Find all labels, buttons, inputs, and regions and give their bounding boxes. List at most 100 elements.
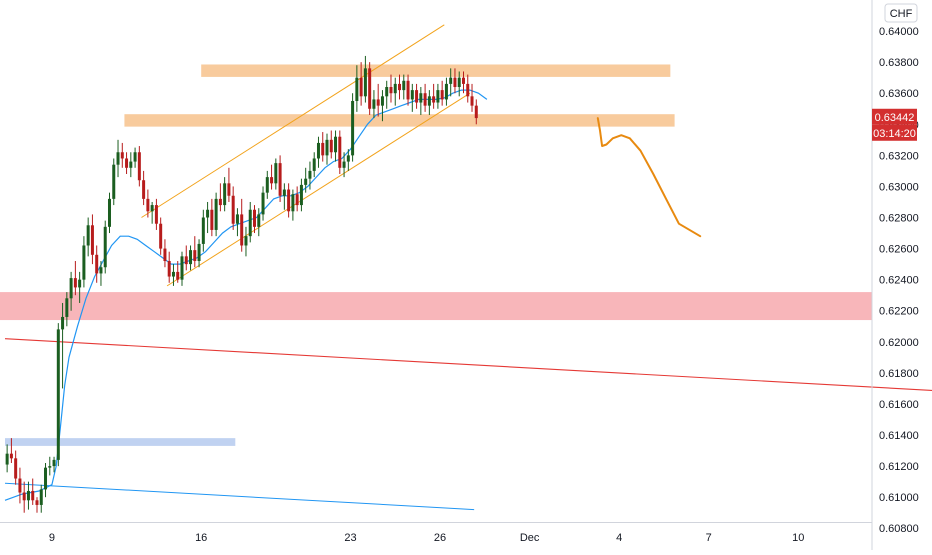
y-tick-label: 0.61800 (879, 368, 919, 380)
candle (69, 271, 73, 311)
candle (39, 484, 43, 513)
candle (470, 83, 474, 112)
candle (380, 90, 384, 122)
candle-body (137, 152, 141, 181)
candle (329, 130, 333, 159)
candle (346, 149, 350, 171)
candle (427, 90, 431, 115)
candle (201, 209, 205, 252)
candle-body (423, 93, 427, 106)
candle-body (189, 250, 193, 265)
y-tick-label: 0.63000 (879, 181, 919, 193)
candle-body (351, 100, 355, 156)
y-tick-label: 0.63600 (879, 88, 919, 100)
candle-body (231, 195, 235, 224)
candle-body (154, 205, 158, 224)
candle-body (380, 96, 384, 106)
candle (146, 189, 150, 218)
candle-body (146, 198, 150, 212)
candle (304, 167, 308, 193)
candle (274, 158, 278, 190)
candle (78, 271, 82, 303)
candle (159, 217, 163, 255)
candle (56, 323, 60, 467)
candle (44, 462, 48, 498)
support-zone[interactable] (0, 292, 872, 321)
candle-body (210, 209, 214, 230)
candle (82, 236, 86, 288)
candle-body (125, 158, 129, 168)
candle-body (244, 236, 248, 246)
candle (449, 68, 453, 97)
candle (338, 130, 342, 175)
candle-body (48, 466, 52, 468)
candle-body (39, 489, 43, 505)
x-tick-label: 10 (792, 532, 804, 544)
y-tick-label: 0.61400 (879, 430, 919, 442)
candle (270, 164, 274, 190)
resistance-zone[interactable] (124, 114, 675, 127)
candle (325, 133, 329, 165)
candle (312, 152, 316, 178)
candle-body (14, 458, 18, 479)
candle (167, 251, 171, 283)
candle-body (342, 161, 346, 168)
candle (398, 74, 402, 100)
candle (461, 71, 465, 94)
candle-body (304, 178, 308, 185)
candle (359, 62, 363, 106)
resistance-zone[interactable] (201, 64, 671, 77)
candle-body (270, 177, 274, 184)
candle (129, 152, 133, 178)
candle-body (444, 83, 448, 100)
candle-body (419, 93, 423, 103)
candle-body (334, 136, 338, 153)
currency-label-box[interactable]: CHF (884, 3, 918, 23)
candle (116, 139, 120, 178)
candle-body (402, 80, 406, 91)
candle (372, 90, 376, 119)
candle (440, 80, 444, 106)
candle (125, 152, 129, 175)
candle-body (372, 99, 376, 109)
candle-body (329, 139, 333, 153)
x-tick-label: 23 (344, 532, 356, 544)
demand-zone[interactable] (5, 438, 236, 446)
candle (240, 198, 244, 252)
candle-body (316, 142, 320, 159)
channel-upper-line[interactable] (141, 24, 445, 218)
candle-body (197, 243, 201, 262)
candle (253, 205, 257, 234)
candle-body (240, 214, 244, 246)
candle (457, 71, 461, 97)
candle (355, 65, 359, 112)
channel-lower-line[interactable] (166, 92, 471, 287)
candle (334, 130, 338, 162)
blue-trendline[interactable] (4, 482, 475, 511)
x-tick-label: 4 (616, 532, 622, 544)
red-trendline[interactable] (4, 338, 932, 398)
price-badge-value: 0.63442 (875, 112, 915, 124)
candle-body (325, 139, 329, 156)
candle-body (299, 184, 303, 206)
candle-body (436, 90, 440, 103)
candle-body (22, 492, 26, 501)
candle (120, 142, 124, 168)
candle-body (235, 214, 239, 224)
projection-path[interactable] (596, 117, 702, 238)
candle (5, 444, 9, 473)
candle (197, 239, 201, 268)
candle-body (457, 77, 461, 88)
moving-average-line (4, 89, 488, 501)
candle (61, 302, 65, 389)
candle-body (31, 490, 35, 501)
candle (295, 186, 299, 212)
candle-body (449, 77, 453, 84)
candle-body (223, 183, 227, 206)
candle (112, 158, 116, 206)
candle-body (338, 136, 342, 168)
candle (90, 214, 94, 265)
candle-body (171, 271, 175, 277)
